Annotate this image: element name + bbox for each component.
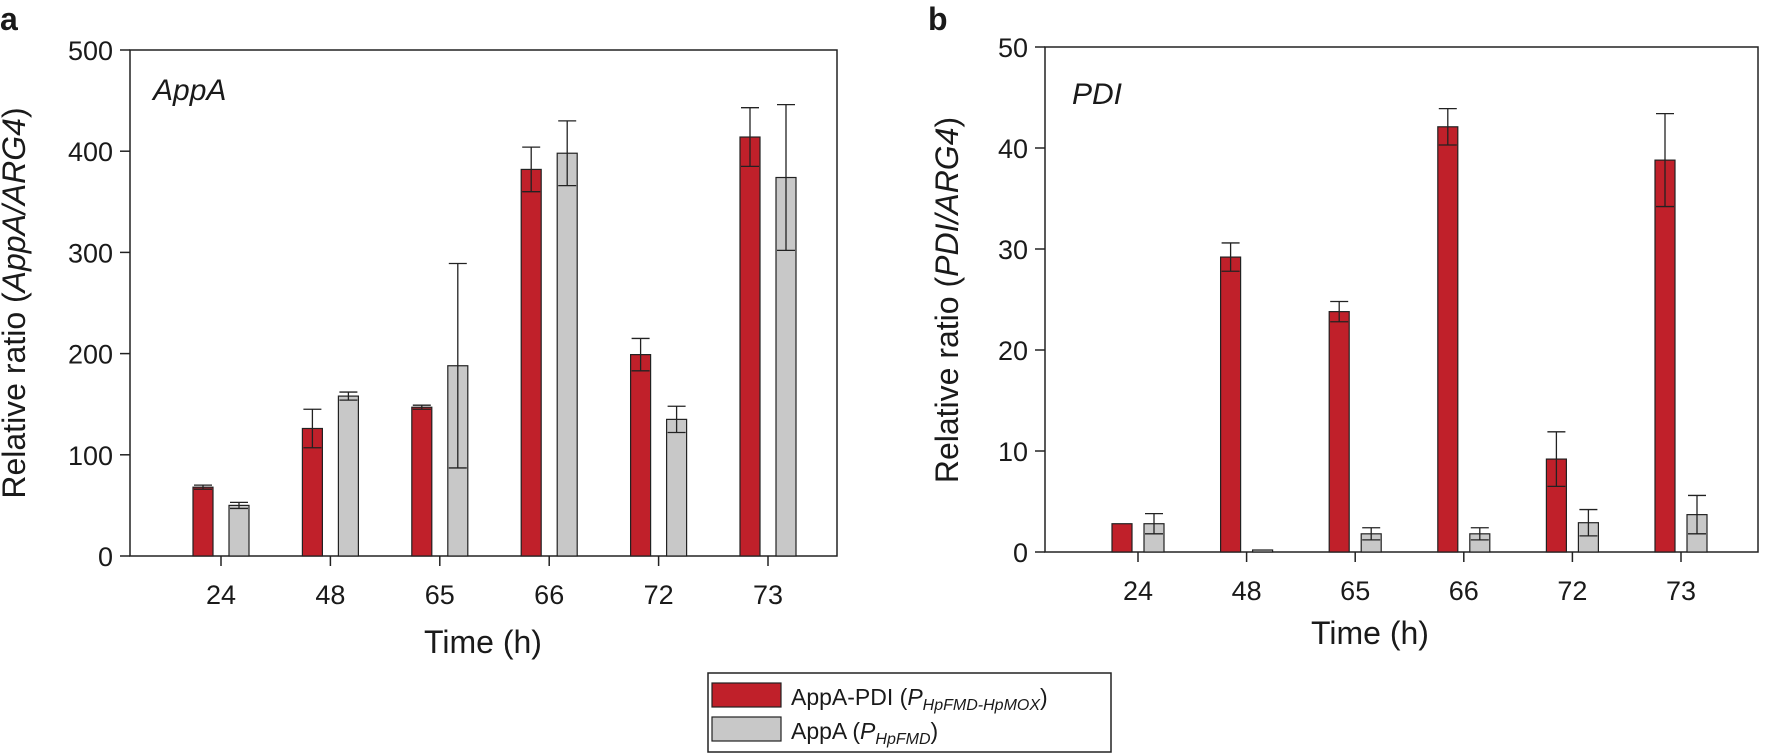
- panel-b-plot-frame: [1044, 46, 1759, 553]
- legend-swatch-appa-pdi: [711, 682, 782, 708]
- panel-a-x-ticks: 24 48 65 66 72 73: [206, 556, 783, 610]
- panel-a-title: AppA: [151, 74, 226, 107]
- x-tick-label: 24: [206, 580, 236, 610]
- x-tick-label: 65: [425, 580, 455, 610]
- legend-1-close: ): [931, 718, 939, 744]
- panel-b-x-ticks: 24 48 65 66 72 73: [1123, 552, 1696, 606]
- panel-a-y-label-prefix: Relative ratio (: [0, 292, 32, 499]
- panel-b-y-axis-label: Relative ratio (PDI/ARG4): [929, 117, 965, 483]
- panel-b-x-axis-label: Time (h): [1311, 615, 1429, 651]
- x-tick-label: 66: [1449, 576, 1479, 606]
- panel-b-title: PDI: [1072, 78, 1122, 111]
- legend-1-promoter: P: [860, 718, 876, 744]
- bar-appa-48: [1251, 549, 1274, 553]
- y-tick-label: 100: [68, 441, 113, 471]
- legend-label-appa: AppA (PHpFMD): [791, 718, 938, 748]
- y-tick-label: 0: [1013, 538, 1028, 568]
- y-tick-label: 0: [98, 542, 113, 572]
- panel-b-label: b: [928, 1, 948, 37]
- legend-label-appa-pdi: AppA-PDI (PHpFMD-HpMOX): [791, 684, 1048, 714]
- x-tick-label: 48: [315, 580, 345, 610]
- panel-b-chart: b PDI Time (h) Relative ratio (PDI/ARG4)…: [928, 1, 1759, 651]
- x-tick-label: 73: [1666, 576, 1696, 606]
- legend-0-promoter: P: [907, 684, 923, 710]
- x-tick-label: 72: [1557, 576, 1587, 606]
- legend-0-subscript: HpFMD-HpMOX: [923, 697, 1042, 714]
- panel-a-x-axis-label: Time (h): [424, 624, 542, 660]
- y-tick-label: 300: [68, 238, 113, 268]
- panel-b-y-label-italic: PDI/ARG4: [929, 127, 965, 276]
- panel-b-y-label-suffix: ): [929, 117, 965, 128]
- legend-0-text: AppA-PDI (: [791, 684, 908, 710]
- x-tick-label: 65: [1340, 576, 1370, 606]
- panel-a-y-label-suffix: ): [0, 107, 32, 118]
- legend: AppA-PDI (PHpFMD-HpMOX) AppA (PHpFMD): [707, 672, 1112, 753]
- legend-1-subscript: HpFMD: [875, 731, 931, 748]
- x-tick-label: 24: [1123, 576, 1153, 606]
- bar-appa-pdi-24: [1111, 523, 1133, 553]
- bar-appa-66: [556, 152, 578, 557]
- bar-appa-24: [228, 504, 250, 557]
- legend-0-close: ): [1040, 684, 1048, 710]
- bar-appa-pdi-24: [192, 486, 214, 557]
- y-tick-label: 40: [998, 134, 1028, 164]
- bar-appa-pdi-72: [629, 354, 652, 557]
- bar-appa-pdi-73: [1654, 159, 1676, 553]
- x-tick-label: 66: [534, 580, 564, 610]
- panel-a-plot-frame: [129, 49, 838, 557]
- y-tick-label: 50: [998, 33, 1028, 63]
- y-tick-label: 400: [68, 137, 113, 167]
- panel-a-label: a: [0, 1, 18, 37]
- bar-appa-pdi-73: [739, 136, 761, 557]
- panel-a-y-label-italic: AppA/ARG4: [0, 118, 32, 294]
- bar-appa-pdi-66: [1437, 126, 1459, 553]
- x-tick-label: 72: [644, 580, 674, 610]
- y-tick-label: 30: [998, 235, 1028, 265]
- panel-b-bars: [1111, 107, 1708, 553]
- bar-appa-pdi-48: [1219, 256, 1242, 553]
- panel-b-y-label-prefix: Relative ratio (: [929, 277, 965, 484]
- panel-a-y-ticks: 0 100 200 300 400 500: [68, 36, 130, 572]
- x-tick-label: 73: [753, 580, 783, 610]
- bar-appa-72: [665, 418, 688, 557]
- y-tick-label: 500: [68, 36, 113, 66]
- panel-b-y-ticks: 0 10 20 30 40 50: [998, 33, 1045, 568]
- legend-1-text: AppA (: [791, 718, 860, 744]
- panel-a-y-axis-label: Relative ratio (AppA/ARG4): [0, 107, 32, 498]
- y-tick-label: 20: [998, 336, 1028, 366]
- legend-swatch-appa: [711, 716, 782, 742]
- bar-appa-pdi-66: [520, 168, 542, 557]
- x-tick-label: 48: [1232, 576, 1262, 606]
- panel-a-bars: [192, 103, 797, 557]
- panel-a-chart: a AppA Time (h) Relative ratio (AppA/ARG…: [0, 1, 838, 660]
- bar-appa-48: [337, 395, 359, 557]
- bar-appa-pdi-65: [1328, 311, 1350, 553]
- bar-appa-pdi-65: [411, 406, 433, 557]
- y-tick-label: 10: [998, 437, 1028, 467]
- y-tick-label: 200: [68, 340, 113, 370]
